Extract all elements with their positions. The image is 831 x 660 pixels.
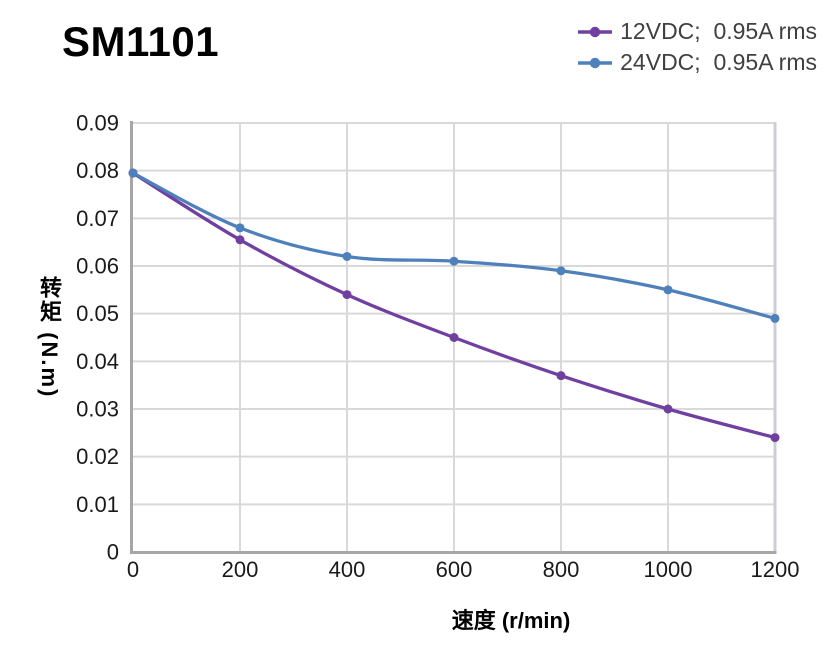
x-tick-label: 800 [543,557,580,582]
y-tick-label: 0 [107,540,119,565]
data-point-12vdc [663,404,673,414]
data-point-12vdc [449,333,459,342]
data-point-12vdc [342,290,352,300]
data-point-24vdc [663,285,673,295]
x-tick-label: 400 [329,557,366,582]
x-tick-label: 1200 [751,557,800,582]
data-point-12vdc [770,433,780,443]
y-tick-label: 0.01 [76,492,119,517]
legend-item-24vdc: 24VDC; 0.95A rms [577,47,817,78]
x-tick-label: 0 [127,557,139,582]
data-point-24vdc [449,256,459,266]
legend-marker-24vdc-icon [578,57,613,68]
y-tick-label: 0.07 [76,206,119,231]
data-point-24vdc [556,266,566,276]
data-point-24vdc [770,313,780,323]
legend-dot-swatch [589,26,601,37]
legend: 12VDC; 0.95A rms 24VDC; 0.95A rms [577,16,817,78]
y-tick-label: 0.02 [76,444,119,469]
data-point-12vdc [235,235,245,245]
legend-label-12vdc: 12VDC; 0.95A rms [620,18,817,44]
y-tick-label: 0.05 [76,301,119,326]
y-axis-title: 转矩 (N.m) [37,276,62,399]
x-tick-label: 200 [222,557,259,582]
data-point-24vdc [235,223,245,233]
legend-label-24vdc: 24VDC; 0.95A rms [620,49,817,75]
y-tick-label: 0.09 [76,111,119,136]
y-tick-label: 0.03 [76,397,119,422]
legend-dot-swatch [589,57,601,68]
data-point-24vdc [342,251,352,261]
x-tick-label: 1000 [644,557,693,582]
data-point-12vdc [556,371,566,381]
data-point-24vdc [128,168,138,178]
y-tick-label: 0.04 [76,349,119,374]
legend-item-12vdc: 12VDC; 0.95A rms [577,16,817,47]
legend-marker-12vdc-icon [578,26,613,37]
y-tick-label: 0.08 [76,158,119,183]
x-tick-label: 600 [436,557,473,582]
y-tick-label: 0.06 [76,254,119,279]
chart-title: SM1101 [62,18,220,65]
x-axis-title: 速度 (r/min) [451,608,571,633]
